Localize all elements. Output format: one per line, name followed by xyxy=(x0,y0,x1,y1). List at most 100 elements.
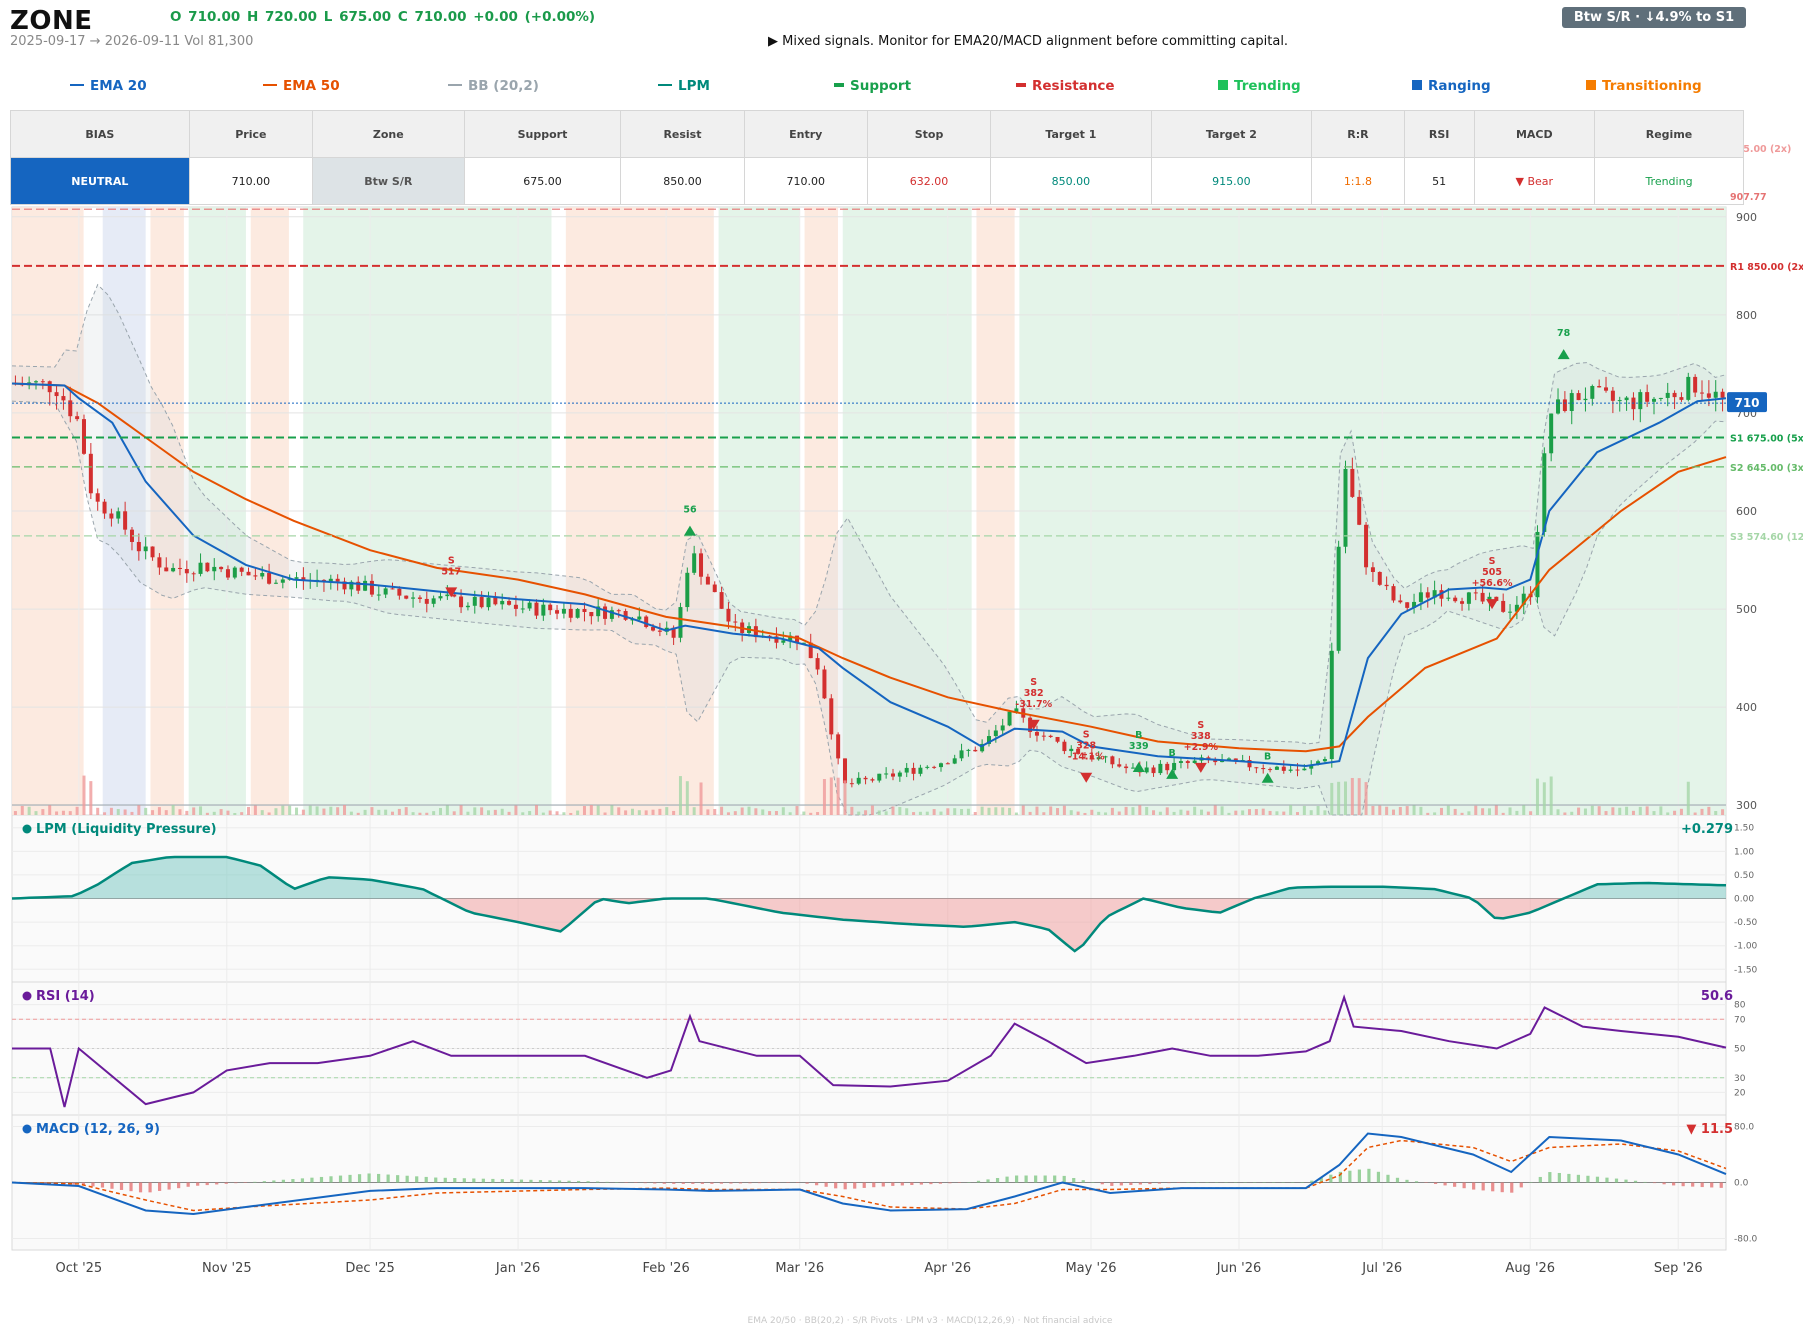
candle-body xyxy=(1274,766,1279,770)
volume-bar xyxy=(473,807,477,815)
candle-body xyxy=(246,571,251,576)
candle-body xyxy=(801,642,806,644)
candle-body xyxy=(1391,586,1396,601)
candle-body xyxy=(198,562,203,574)
volume-bar xyxy=(1412,805,1416,815)
volume-bar xyxy=(966,808,970,815)
volume-bar xyxy=(486,810,490,815)
macd-histogram-bar xyxy=(157,1182,162,1191)
volume-bar xyxy=(493,809,497,815)
macd-histogram-bar xyxy=(196,1182,200,1186)
volume-bar xyxy=(768,811,772,815)
volume-bar xyxy=(1597,806,1601,815)
candle-body xyxy=(328,578,333,582)
candle-body xyxy=(1501,600,1506,612)
macd-histogram-bar xyxy=(377,1173,381,1183)
macd-histogram-bar xyxy=(1500,1182,1504,1193)
volume-bar xyxy=(1625,806,1629,815)
lpm-tick-label: 0.00 xyxy=(1734,895,1754,905)
candle-body xyxy=(1329,650,1334,760)
volume-bar xyxy=(1254,809,1258,815)
macd-histogram-bar xyxy=(1681,1182,1685,1187)
macd-histogram-bar xyxy=(1433,1182,1438,1185)
date-range: 2025-09-17 → 2026-09-11 Vol 81,300 xyxy=(10,34,254,49)
macd-histogram-bar xyxy=(1291,1182,1295,1183)
macd-histogram-bar xyxy=(1043,1175,1047,1183)
volume-bar xyxy=(1042,812,1046,815)
legend-swatch-icon xyxy=(1218,79,1228,90)
trade-marker-label: 328 xyxy=(1076,741,1096,752)
volume-bar xyxy=(1220,806,1224,815)
candle-body xyxy=(1007,711,1012,726)
candle-body xyxy=(925,766,930,768)
macd-histogram-bar xyxy=(986,1179,990,1183)
macd-histogram-bar xyxy=(1633,1180,1638,1183)
candle-body xyxy=(1034,731,1039,736)
macd-histogram-bar xyxy=(653,1182,657,1184)
signal-table: BIAS Price Zone Support Resist Entry Stop Targe… xyxy=(10,110,1744,205)
candle-body xyxy=(1700,392,1705,394)
macd-histogram-bar xyxy=(1281,1182,1285,1183)
macd-histogram-bar xyxy=(500,1179,504,1183)
volume-bar xyxy=(946,808,950,815)
candle-body xyxy=(109,513,114,519)
volume-bar xyxy=(658,808,662,815)
volume-bar xyxy=(692,807,696,815)
zone-badge: Btw S/R · ↓4.9% to S1 xyxy=(1562,7,1746,28)
volume-bar xyxy=(1371,805,1375,815)
legend-swatch-icon xyxy=(658,83,672,86)
volume-bar xyxy=(411,812,415,815)
trade-marker-label: 517 xyxy=(441,566,461,577)
candle-body xyxy=(1453,597,1458,602)
candle-body xyxy=(1357,496,1362,525)
volume-bar xyxy=(109,807,113,815)
ema20-line xyxy=(11,382,1727,768)
volume-bar xyxy=(603,812,607,815)
macd-histogram-bar xyxy=(1072,1177,1076,1183)
candle-body xyxy=(507,600,512,605)
candle-body xyxy=(260,573,265,577)
volume-bar xyxy=(1570,811,1574,815)
macd-histogram-bar xyxy=(234,1182,238,1184)
col-header-resist: Resist xyxy=(620,110,745,158)
candle-body xyxy=(1638,392,1643,410)
macd-histogram-bar xyxy=(1567,1173,1571,1183)
macd-histogram-bar xyxy=(691,1182,695,1184)
cell-stop: 632.00 xyxy=(866,157,992,205)
macd-tick-label: -80.0 xyxy=(1734,1235,1758,1245)
macd-histogram-bar xyxy=(1548,1172,1552,1183)
macd-histogram-bar xyxy=(491,1178,495,1183)
trade-marker-label: +2.9% xyxy=(1184,742,1219,753)
candle-body xyxy=(95,493,100,502)
macd-histogram-bar xyxy=(1605,1177,1609,1183)
candle-body xyxy=(191,573,196,575)
candle-body xyxy=(904,767,909,773)
macd-histogram-bar xyxy=(434,1177,438,1183)
macd-histogram-bar xyxy=(1529,1182,1533,1183)
volume-bar xyxy=(1241,810,1245,815)
macd-histogram-bar xyxy=(319,1176,324,1183)
trade-marker-label: S xyxy=(1197,720,1204,731)
candle-body xyxy=(1268,769,1273,771)
rsi-last-value: 50.6 xyxy=(1701,989,1733,1004)
candle-body xyxy=(980,743,985,752)
candle-body xyxy=(438,596,443,599)
volume-bar xyxy=(1707,806,1711,815)
candle-body xyxy=(1549,413,1554,454)
trade-marker-label: S xyxy=(1083,730,1090,741)
candle-body xyxy=(596,606,601,617)
volume-bar xyxy=(1110,807,1114,815)
candle-body xyxy=(534,602,539,616)
volume-bar xyxy=(850,806,854,815)
candle-body xyxy=(301,577,306,581)
candle-body xyxy=(232,567,237,578)
candle-body xyxy=(1686,376,1691,400)
volume-bar xyxy=(747,806,751,815)
macd-histogram-bar xyxy=(1414,1181,1419,1183)
volume-bar xyxy=(322,808,326,815)
cell-rsi: 51 xyxy=(1403,157,1475,205)
macd-histogram-bar xyxy=(1176,1182,1181,1183)
candle-body xyxy=(1213,760,1218,763)
volume-bar xyxy=(151,810,155,815)
